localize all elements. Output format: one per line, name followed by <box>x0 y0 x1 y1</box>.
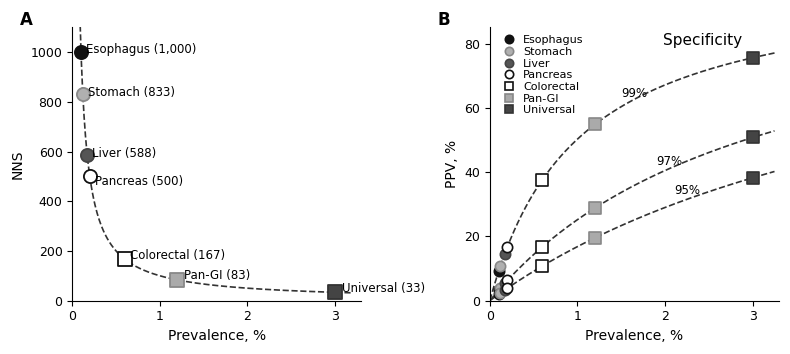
Point <box>77 91 89 97</box>
Text: Pancreas (500): Pancreas (500) <box>95 175 183 188</box>
Point <box>747 175 759 181</box>
Text: Liver (588): Liver (588) <box>92 147 156 160</box>
Y-axis label: NNS: NNS <box>11 149 25 179</box>
Text: Specificity: Specificity <box>664 33 743 48</box>
Point <box>747 135 759 140</box>
Point <box>498 251 511 257</box>
Point <box>81 152 93 158</box>
Point <box>589 205 601 211</box>
Text: Esophagus (1,000): Esophagus (1,000) <box>86 43 197 56</box>
Legend: Esophagus, Stomach, Liver, Pancreas, Colorectal, Pan-GI, Universal: Esophagus, Stomach, Liver, Pancreas, Col… <box>495 33 586 118</box>
Point <box>494 263 506 269</box>
Point <box>171 277 184 283</box>
Text: A: A <box>21 11 33 29</box>
Point <box>492 287 505 293</box>
Point <box>498 287 511 293</box>
Point <box>492 291 505 297</box>
Text: Colorectal (167): Colorectal (167) <box>130 249 225 262</box>
Point <box>536 177 549 182</box>
X-axis label: Prevalence, %: Prevalence, % <box>585 329 683 343</box>
Point <box>84 173 96 179</box>
Point <box>75 50 88 55</box>
Point <box>494 290 506 296</box>
Point <box>501 278 514 283</box>
Text: Pan-GI (83): Pan-GI (83) <box>184 269 250 281</box>
Point <box>747 55 759 61</box>
Text: 97%: 97% <box>656 155 683 168</box>
X-axis label: Prevalence, %: Prevalence, % <box>167 329 266 343</box>
Point <box>501 285 514 291</box>
Text: 99%: 99% <box>621 87 647 100</box>
Point <box>492 269 505 274</box>
Point <box>536 244 549 250</box>
Text: Universal (33): Universal (33) <box>342 282 425 295</box>
Point <box>589 235 601 241</box>
Text: Stomach (833): Stomach (833) <box>88 86 175 99</box>
Text: 95%: 95% <box>674 184 700 198</box>
Point <box>118 256 131 262</box>
Text: B: B <box>438 11 450 29</box>
Point <box>536 263 549 269</box>
Y-axis label: PPV, %: PPV, % <box>445 140 458 188</box>
Point <box>501 244 514 250</box>
Point <box>498 280 511 286</box>
Point <box>589 121 601 127</box>
Point <box>329 290 341 295</box>
Point <box>494 285 506 291</box>
